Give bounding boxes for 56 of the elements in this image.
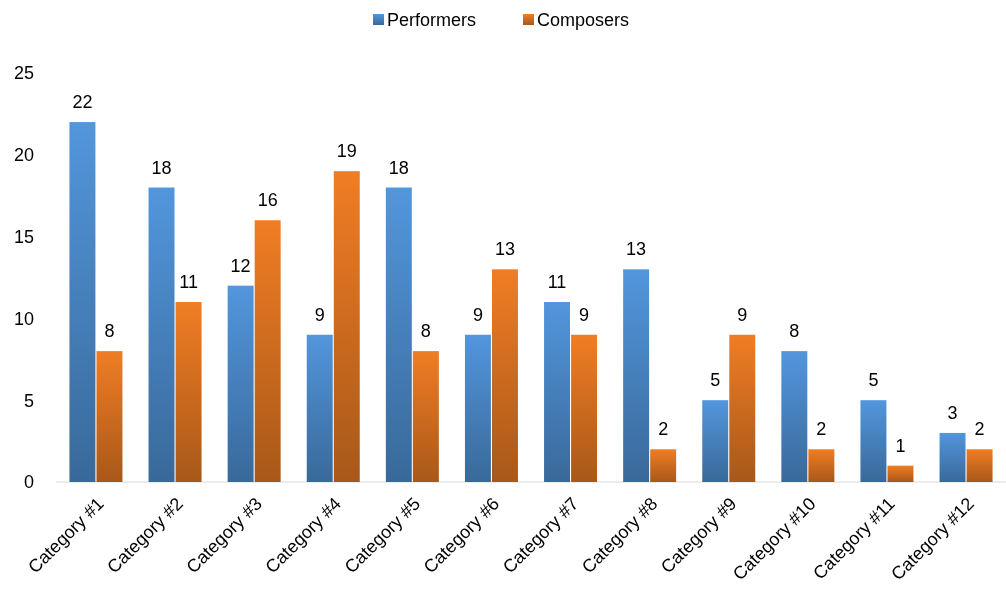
bar [729, 334, 756, 482]
legend-label: Composers [537, 10, 630, 31]
bar [808, 449, 835, 482]
data-label: 16 [257, 190, 278, 211]
bar [333, 171, 360, 482]
data-label: 2 [974, 419, 985, 440]
data-label: 19 [336, 141, 357, 162]
bar [544, 302, 571, 482]
data-label: 5 [710, 370, 721, 391]
y-tick-label: 0 [23, 472, 34, 493]
data-label: 9 [472, 304, 483, 325]
bar [939, 432, 966, 482]
y-tick-label: 20 [13, 145, 34, 166]
bar [860, 400, 887, 482]
bar [175, 302, 202, 482]
bar [69, 122, 96, 482]
data-label: 11 [547, 272, 567, 293]
bar [385, 187, 412, 482]
y-tick-label: 5 [23, 390, 34, 411]
data-label: 8 [789, 321, 800, 342]
bar [491, 269, 518, 482]
bar [650, 449, 677, 482]
data-label: 13 [626, 239, 647, 260]
data-label: 22 [72, 92, 93, 113]
y-tick-label: 25 [13, 63, 34, 84]
bar [254, 220, 281, 482]
bar [306, 334, 333, 482]
y-tick-label: 10 [13, 308, 34, 329]
data-label: 3 [947, 402, 958, 423]
bar [227, 285, 254, 482]
bar [623, 269, 650, 482]
legend-label: Performers [387, 10, 477, 31]
data-label: 13 [494, 239, 515, 260]
data-label: 2 [658, 419, 669, 440]
data-label: 9 [579, 304, 590, 325]
bar [148, 187, 175, 482]
data-label: 1 [895, 435, 906, 456]
bar [887, 465, 914, 482]
data-label: 5 [868, 370, 879, 391]
data-label: 18 [151, 157, 172, 178]
bar [96, 351, 123, 482]
bar [702, 400, 729, 482]
bar [966, 449, 993, 482]
data-label: 8 [104, 321, 115, 342]
data-label: 9 [737, 304, 748, 325]
bar [571, 334, 598, 482]
data-label: 8 [420, 321, 431, 342]
data-label: 9 [314, 304, 325, 325]
data-label: 2 [816, 419, 827, 440]
bar [464, 334, 491, 482]
y-tick-label: 15 [13, 226, 34, 247]
bar [781, 351, 808, 482]
data-label: 12 [230, 255, 251, 276]
data-label: 11 [179, 272, 198, 293]
data-label: 18 [388, 157, 409, 178]
bar [412, 351, 439, 482]
